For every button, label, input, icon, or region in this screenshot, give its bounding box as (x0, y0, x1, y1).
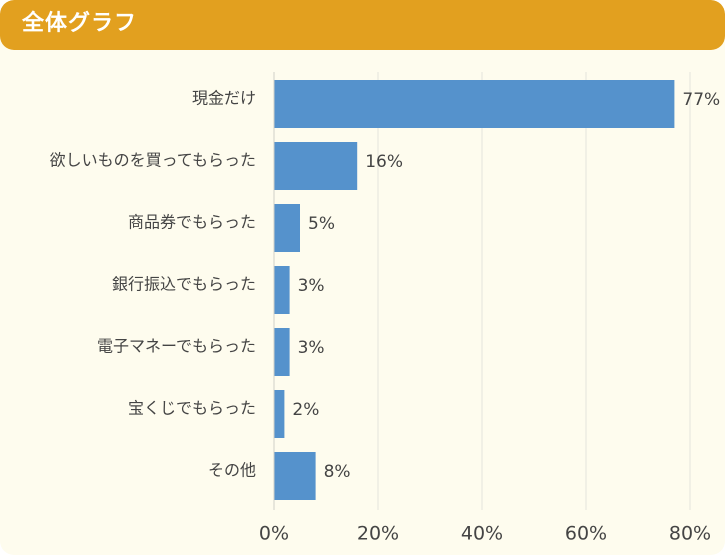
category-label-4: 銀行振込でもらった (112, 275, 256, 294)
bar-2 (274, 142, 358, 190)
value-label-4: 3% (298, 276, 325, 296)
value-label-7: 8% (324, 462, 351, 482)
category-label-6: 宝くじでもらった (128, 399, 256, 418)
value-label-2: 16% (365, 152, 403, 172)
bar-4 (274, 266, 290, 314)
category-label-7: その他 (208, 461, 256, 480)
category-label-3: 商品券でもらった (128, 213, 256, 232)
value-label-1: 77% (682, 90, 720, 110)
category-label-2: 欲しいものを買ってもらった (50, 151, 256, 170)
chart-header: 全体グラフ (0, 0, 725, 50)
chart-title: 全体グラフ (22, 11, 138, 36)
value-label-3: 5% (308, 214, 335, 234)
category-label-5: 電子マネーでもらった (97, 337, 256, 356)
x-tick-label-80: 80% (669, 523, 711, 545)
value-label-6: 2% (292, 400, 319, 420)
category-label-1: 現金だけ (192, 89, 256, 108)
bar-1 (274, 80, 675, 128)
bar-7 (274, 452, 316, 500)
x-tick-label-20: 20% (357, 523, 399, 545)
bar-3 (274, 204, 300, 252)
bar-5 (274, 328, 290, 376)
x-tick-label-40: 40% (461, 523, 503, 545)
x-tick-label-0: 0% (259, 523, 289, 545)
x-tick-label-60: 60% (565, 523, 607, 545)
value-label-5: 3% (298, 338, 325, 358)
bar-6 (274, 390, 285, 438)
